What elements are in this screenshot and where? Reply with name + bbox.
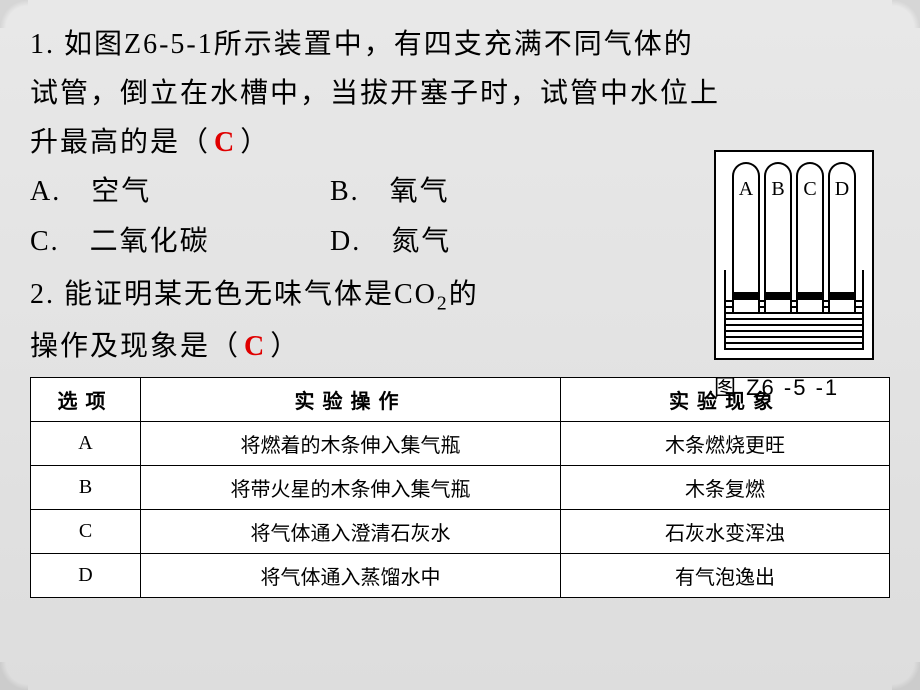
corner-shadow (892, 662, 920, 690)
table-row: B 将带火星的木条伸入集气瓶 木条复燃 (31, 465, 890, 509)
tube-c: C (796, 162, 824, 312)
corner-shadow (0, 662, 28, 690)
option-a: A. 空气 (30, 167, 330, 217)
q1-line3b: ） (240, 127, 270, 158)
q2-l2a: 操作及现象是（ (30, 331, 240, 362)
question-1: 1. 如图Z6-5-1所示装置中，有四支充满不同气体的 试管，倒立在水槽中，当拔… (30, 20, 890, 167)
option-c: C. 二氧化碳 (30, 217, 330, 267)
option-b: B. 氧气 (330, 167, 630, 217)
option-d: D. 氮气 (330, 217, 630, 267)
q2-l2b: ） (270, 331, 300, 362)
row-label: B (31, 465, 141, 509)
slide-content: 1. 如图Z6-5-1所示装置中，有四支充满不同气体的 试管，倒立在水槽中，当拔… (30, 20, 890, 670)
row-phenomenon: 石灰水变浑浊 (561, 509, 890, 553)
row-operation: 将带火星的木条伸入集气瓶 (141, 465, 561, 509)
row-label: D (31, 553, 141, 597)
table-row: A 将燃着的木条伸入集气瓶 木条燃烧更旺 (31, 421, 890, 465)
row-operation: 将气体通入澄清石灰水 (141, 509, 561, 553)
q2-answer: C (240, 331, 270, 362)
subscript-2: 2 (437, 293, 449, 314)
stopper-icon (828, 292, 856, 300)
row-operation: 将气体通入蒸馏水中 (141, 553, 561, 597)
figure-caption: 图 Z6 -5 -1 (714, 370, 884, 402)
q1-line1: 如图Z6-5-1所示装置中，有四支充满不同气体的 (64, 29, 694, 60)
row-operation: 将燃着的木条伸入集气瓶 (141, 421, 561, 465)
answer-table: 选项 实验操作 实验现象 A 将燃着的木条伸入集气瓶 木条燃烧更旺 B 将带火星… (30, 377, 890, 598)
q2-l1a: 能证明某无色无味气体是CO (64, 279, 437, 310)
q1-line2: 试管，倒立在水槽中，当拔开塞子时，试管中水位上 (30, 78, 720, 109)
row-phenomenon: 木条燃烧更旺 (561, 421, 890, 465)
q2-num: 2. (30, 279, 55, 310)
q1-line3a: 升最高的是（ (30, 127, 210, 158)
stopper-row (716, 292, 872, 300)
figure-z6-5-1: A B C D 图 Z6 -5 -1 (714, 150, 884, 402)
tube-d: D (828, 162, 856, 312)
table-row: D 将气体通入蒸馏水中 有气泡逸出 (31, 553, 890, 597)
q2-l1b: 的 (449, 279, 479, 310)
row-label: A (31, 421, 141, 465)
question-2: 2. 能证明某无色无味气体是CO2的 操作及现象是（C） (30, 270, 670, 371)
tube-a: A (732, 162, 760, 312)
col-operation: 实验操作 (141, 377, 561, 421)
row-phenomenon: 有气泡逸出 (561, 553, 890, 597)
row-phenomenon: 木条复燃 (561, 465, 890, 509)
row-label: C (31, 509, 141, 553)
col-option: 选项 (31, 377, 141, 421)
stopper-icon (764, 292, 792, 300)
q1-answer: C (210, 127, 240, 158)
stopper-icon (732, 292, 760, 300)
tube-b: B (764, 162, 792, 312)
apparatus-diagram: A B C D (714, 150, 874, 360)
corner-shadow (0, 0, 28, 28)
corner-shadow (892, 0, 920, 28)
q1-num: 1. (30, 29, 55, 60)
stopper-icon (796, 292, 824, 300)
table-row: C 将气体通入澄清石灰水 石灰水变浑浊 (31, 509, 890, 553)
